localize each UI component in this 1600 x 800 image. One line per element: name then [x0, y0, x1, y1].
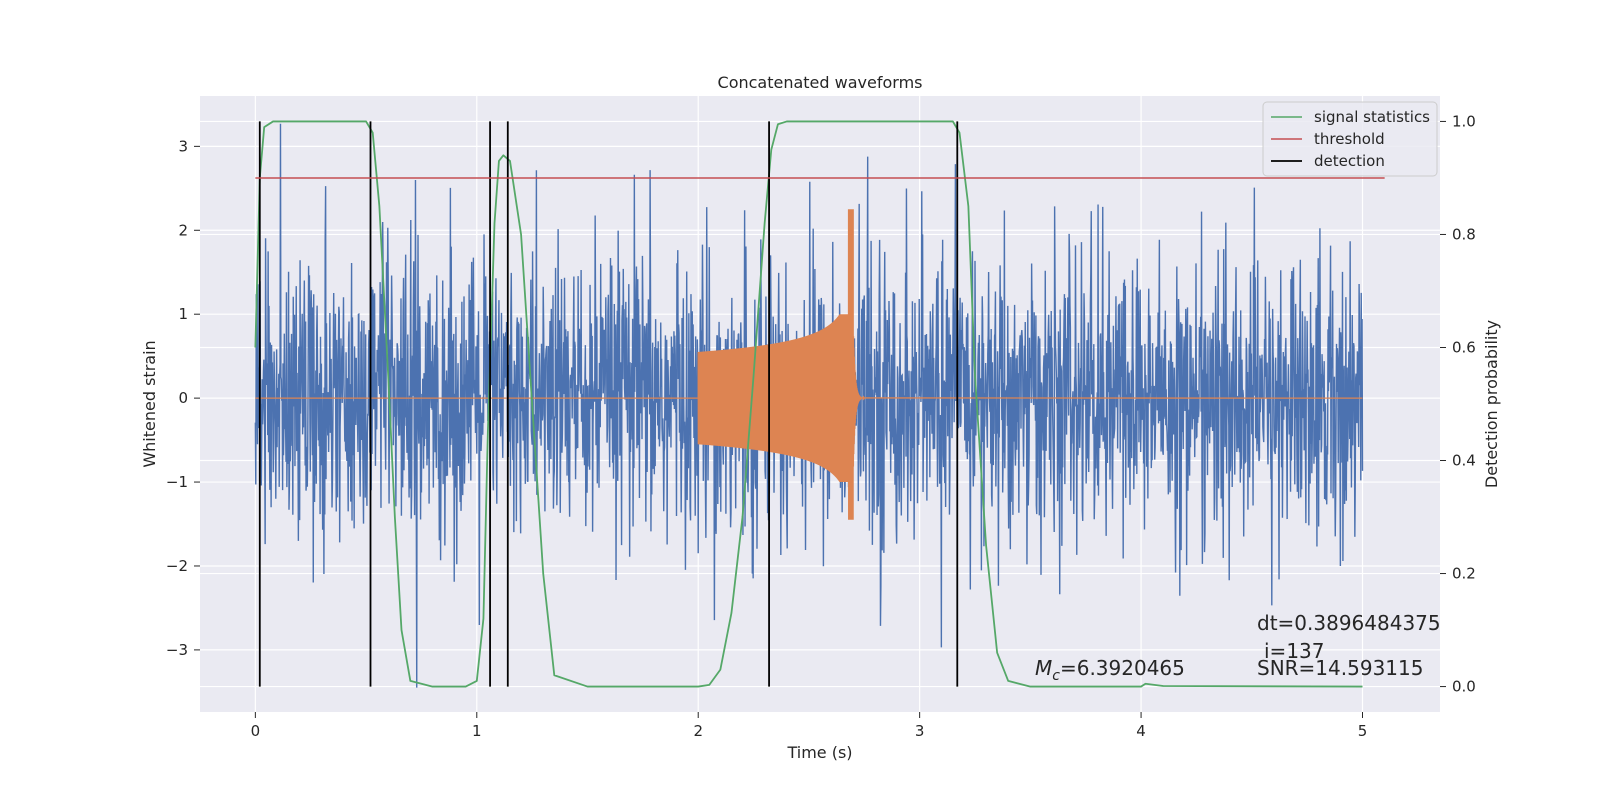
y-tick-label: 3: [178, 137, 188, 155]
x-tick-label: 4: [1136, 722, 1146, 740]
x-tick-label: 3: [915, 722, 925, 740]
y2-tick-label: 0.2: [1452, 565, 1476, 583]
y2-axis-label: Detection probability: [1482, 320, 1501, 488]
y-tick-label: −2: [166, 557, 188, 575]
y-tick-label: −1: [166, 473, 188, 491]
detection-series: [258, 121, 959, 687]
legend-box: [1262, 101, 1438, 177]
legend-label-threshold: threshold: [1314, 130, 1385, 148]
template-series: [255, 209, 1363, 520]
y-tick-label: 2: [178, 221, 188, 239]
right-axis-ticks: 0.0 0.2 0.4 0.6 0.8 1.0: [1440, 112, 1476, 696]
x-tick-label: 2: [693, 722, 703, 740]
chirp-mass-annotation: Mc=6.3920465: [1035, 656, 1185, 684]
y-tick-label: 0: [178, 389, 188, 407]
left-axis-ticks: −3 −2 −1 0 1 2 3: [166, 137, 200, 659]
snr-annotation: SNR=14.593115: [1257, 656, 1423, 680]
signal-statistics-series: [254, 120, 1363, 688]
signal-statistics-line: [254, 120, 1363, 688]
x-tick-label: 1: [472, 722, 482, 740]
y2-tick-label: 0.0: [1452, 678, 1476, 696]
template-line: [255, 209, 1363, 520]
y2-tick-label: 0.8: [1452, 225, 1476, 243]
chirp-mass-value: =6.3920465: [1060, 656, 1185, 680]
y-axis-label: Whitened strain: [140, 340, 159, 467]
i-annotation: i=137: [1264, 639, 1325, 663]
chirp-mass-symbol: M: [1035, 656, 1052, 680]
dt-annotation: dt=0.3896484375: [1257, 611, 1441, 635]
x-axis-label: Time (s): [786, 743, 852, 762]
chart-title: Concatenated waveforms: [718, 73, 923, 92]
y-tick-label: 1: [178, 305, 188, 323]
x-axis-ticks: 0 1 2 3 4 5: [251, 712, 1368, 740]
legend-label-detection: detection: [1314, 152, 1385, 170]
legend-label-signal-statistics: signal statistics: [1314, 108, 1430, 126]
y-tick-label: −3: [166, 641, 188, 659]
y2-tick-label: 0.6: [1452, 338, 1476, 356]
y2-tick-label: 1.0: [1452, 112, 1476, 130]
chirp-mass-subscript: c: [1052, 668, 1060, 684]
y2-tick-label: 0.4: [1452, 452, 1476, 470]
x-tick-label: 5: [1358, 722, 1368, 740]
legend: signal statistics threshold detection: [1262, 101, 1438, 177]
x-tick-label: 0: [251, 722, 261, 740]
